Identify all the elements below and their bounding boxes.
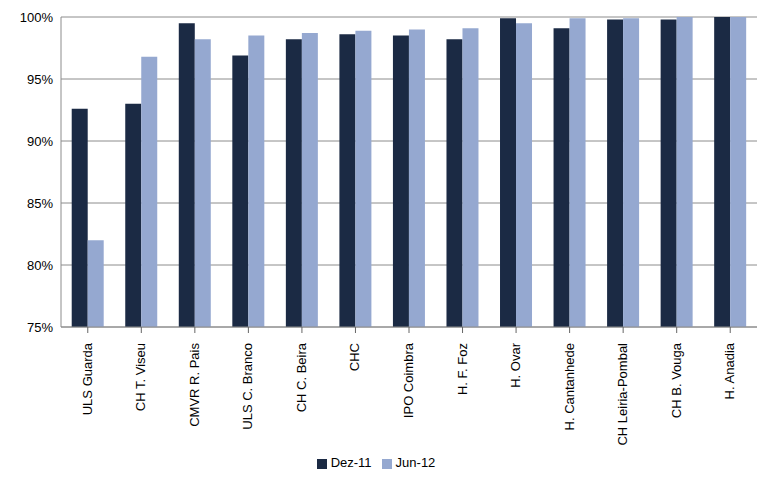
svg-text:CH C. Beira: CH C. Beira [294, 342, 309, 412]
svg-text:80%: 80% [27, 258, 53, 273]
html-text:Dez-11: Dez-11 [330, 455, 372, 470]
svg-text:H. F. Foz: H. F. Foz [455, 343, 470, 395]
svg-text:ULS C. Branco: ULS C. Branco [240, 343, 255, 430]
svg-text:CH Leiria-Pombal: CH Leiria-Pombal [615, 343, 630, 446]
svg-text:H. Anadia: H. Anadia [722, 342, 737, 399]
svg-text:75%: 75% [27, 320, 53, 335]
svg-text:IPO Coimbra: IPO Coimbra [401, 342, 416, 418]
svg-text:85%: 85% [27, 196, 53, 211]
svg-text:CH B. Vouga: CH B. Vouga [669, 342, 684, 418]
svg-text:CHC: CHC [347, 343, 362, 371]
svg-text:CMVR R. Pais: CMVR R. Pais [187, 343, 202, 427]
svg-text:H. Ovar: H. Ovar [508, 342, 523, 387]
svg-text:ULS Guarda: ULS Guarda [80, 342, 95, 415]
svg-text:H. Cantanhede: H. Cantanhede [562, 343, 577, 430]
html-text:Jun-12: Jun-12 [395, 455, 436, 470]
svg-text:90%: 90% [27, 134, 53, 149]
svg-text:CH T. Viseu: CH T. Viseu [133, 343, 148, 411]
svg-text:95%: 95% [27, 72, 53, 87]
svg-text:100%: 100% [20, 10, 54, 25]
